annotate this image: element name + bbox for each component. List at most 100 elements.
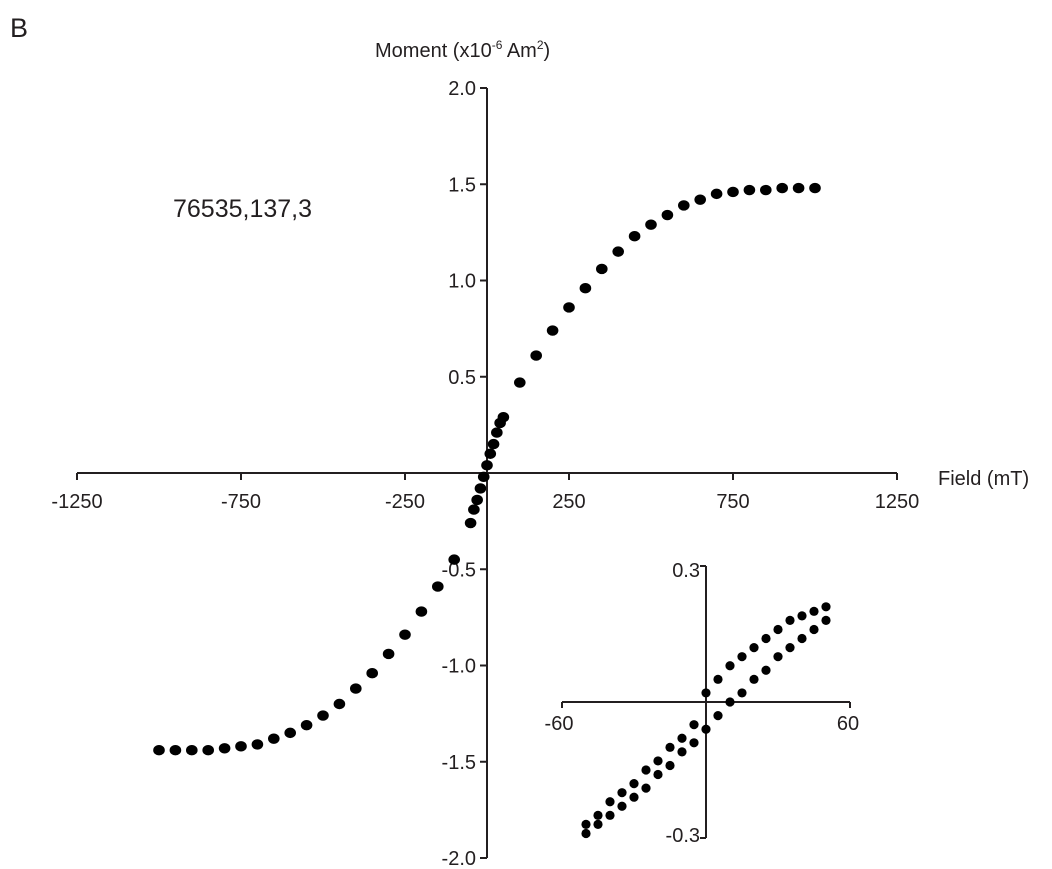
inset-data-point	[737, 688, 747, 698]
data-point	[284, 727, 297, 739]
inset-data-point	[593, 810, 603, 820]
data-point	[366, 668, 379, 679]
inset-data-point	[737, 652, 747, 662]
data-point	[432, 581, 444, 592]
data-point	[645, 219, 657, 230]
y-axis-title: Moment (x10-6 Am2)	[375, 38, 550, 62]
x-tick-label: 750	[716, 491, 749, 513]
inset-data-point	[581, 828, 591, 839]
data-point	[612, 246, 624, 257]
inset-data-point	[785, 643, 795, 653]
x-tick-label: 250	[552, 491, 585, 513]
sample-label: 76535,137,3	[173, 195, 312, 223]
data-point	[477, 471, 490, 483]
data-point	[563, 302, 575, 313]
x-tick-label: 1250	[875, 491, 920, 513]
inset-data-point	[641, 783, 651, 793]
inset-data-point	[749, 674, 759, 684]
inset-data-point	[629, 779, 639, 789]
data-point	[484, 448, 497, 459]
data-point	[153, 745, 165, 756]
x-tick-label: -1250	[51, 491, 102, 513]
inset-data-point	[821, 615, 831, 626]
inset-data-point	[653, 769, 663, 780]
y-axis-title-unit: Am	[502, 40, 536, 62]
inset-data-point	[701, 724, 711, 734]
data-point	[218, 743, 231, 754]
y-axis-title-exp: -6	[492, 38, 503, 52]
data-point	[661, 209, 674, 221]
data-point	[546, 325, 559, 336]
inset-data-point	[677, 747, 687, 757]
inset-data-point	[665, 742, 675, 752]
inset-data-point	[749, 643, 759, 653]
data-point	[678, 200, 690, 211]
inset-data-point	[809, 606, 819, 616]
y-tick-label: 0.5	[448, 367, 476, 389]
inset-data-point	[593, 819, 603, 830]
inset-data-point	[701, 688, 711, 698]
data-point	[481, 460, 493, 471]
data-point	[317, 710, 329, 721]
data-point	[235, 741, 247, 752]
inset-data-point	[629, 792, 639, 802]
y-tick-label: -1.0	[442, 656, 476, 678]
data-point	[514, 377, 526, 388]
x-tick-label: -750	[221, 491, 261, 513]
inset-data-point	[713, 674, 723, 684]
inset-y-tick-label: -0.3	[666, 825, 700, 847]
inset-data-point	[761, 633, 771, 644]
inset-data-point	[581, 819, 591, 830]
data-point	[760, 184, 772, 196]
inset-data-point	[689, 720, 699, 730]
inset-data-point	[605, 810, 615, 820]
inset-data-point	[713, 711, 723, 721]
data-point	[471, 494, 483, 506]
panel-label: B	[10, 13, 28, 43]
data-point	[743, 184, 756, 196]
data-point	[333, 698, 346, 710]
inset-data-point	[677, 733, 687, 743]
x-tick-label: -250	[385, 491, 425, 513]
data-point	[468, 504, 480, 515]
inset-data-point	[653, 756, 663, 766]
data-point	[694, 194, 706, 205]
data-point	[491, 427, 503, 438]
inset-data-point	[785, 615, 795, 626]
inset-data-point	[617, 788, 627, 798]
data-point	[382, 648, 395, 660]
inset-x-tick-label: 60	[837, 713, 859, 735]
data-point	[776, 182, 788, 194]
data-point	[464, 517, 477, 529]
inset-data-point	[797, 611, 807, 621]
y-tick-label: 1.0	[448, 271, 476, 293]
y-tick-label: 2.0	[448, 78, 476, 100]
inset-data-point	[665, 760, 675, 771]
data-point	[300, 719, 313, 731]
data-point	[415, 606, 428, 617]
data-point	[596, 263, 608, 275]
x-axis-title: Field (mT)	[938, 468, 1029, 490]
y-tick-label: 1.5	[448, 174, 476, 196]
data-point	[251, 739, 264, 750]
inset-data-point	[797, 633, 807, 644]
inset-data-point	[605, 797, 615, 807]
data-point	[448, 554, 461, 565]
data-point	[497, 411, 510, 423]
inset-data-point	[773, 652, 783, 662]
y-tick-label: -2.0	[442, 848, 476, 869]
inset-y-tick-label: 0.3	[672, 560, 700, 582]
inset-data-point	[761, 665, 771, 675]
y-axis-title-close: )	[544, 40, 551, 62]
main-plot: -1250 -750 -250 250 750 1250 -2.0 -1.5 -1.0 -0.5 0…	[51, 78, 919, 869]
inset-data-point	[641, 765, 651, 775]
inset-data-point	[773, 624, 783, 635]
inset-data-point	[617, 801, 627, 811]
y-axis-title-unit-exp: 2	[537, 38, 544, 52]
data-point	[399, 629, 411, 640]
data-point	[169, 745, 182, 756]
data-point	[186, 745, 198, 756]
data-point	[350, 683, 362, 694]
data-point	[710, 188, 723, 200]
